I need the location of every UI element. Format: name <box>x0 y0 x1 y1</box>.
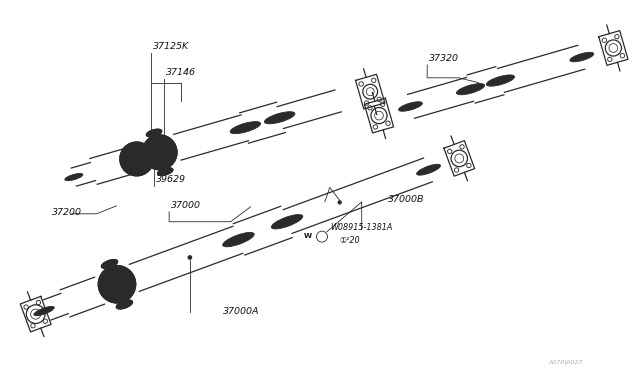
Circle shape <box>110 271 116 278</box>
Circle shape <box>188 255 192 260</box>
Polygon shape <box>20 296 51 332</box>
Text: 37200: 37200 <box>52 208 82 217</box>
Polygon shape <box>356 74 385 109</box>
Ellipse shape <box>486 75 515 86</box>
Text: 37146: 37146 <box>166 68 196 77</box>
Ellipse shape <box>271 215 303 229</box>
Polygon shape <box>599 31 628 65</box>
Text: 37000: 37000 <box>171 201 201 210</box>
Ellipse shape <box>417 164 440 175</box>
Ellipse shape <box>399 102 422 111</box>
Polygon shape <box>444 141 475 176</box>
Ellipse shape <box>157 168 173 176</box>
Text: ①²20: ①²20 <box>340 235 360 244</box>
Circle shape <box>154 157 159 161</box>
Circle shape <box>151 146 156 150</box>
Ellipse shape <box>456 84 484 95</box>
Ellipse shape <box>264 112 295 124</box>
Circle shape <box>127 149 147 169</box>
Text: W08915-1381A: W08915-1381A <box>330 223 392 232</box>
Circle shape <box>104 285 111 291</box>
Circle shape <box>147 152 154 158</box>
Text: 37320: 37320 <box>429 54 459 63</box>
Ellipse shape <box>223 232 254 247</box>
Circle shape <box>117 291 124 297</box>
Text: A370|0027: A370|0027 <box>548 359 582 365</box>
Circle shape <box>124 278 130 284</box>
Ellipse shape <box>116 300 132 309</box>
Text: 37000A: 37000A <box>223 307 259 316</box>
Circle shape <box>337 200 342 205</box>
Circle shape <box>99 266 136 303</box>
Circle shape <box>120 142 154 176</box>
Ellipse shape <box>34 307 54 316</box>
Ellipse shape <box>101 260 118 269</box>
Ellipse shape <box>147 129 162 137</box>
Text: 37000B: 37000B <box>387 195 424 204</box>
Ellipse shape <box>65 173 83 181</box>
Text: 39629: 39629 <box>156 175 186 184</box>
Polygon shape <box>364 98 394 133</box>
Circle shape <box>142 135 177 170</box>
Ellipse shape <box>230 122 260 134</box>
Text: 37125K: 37125K <box>153 42 189 51</box>
Circle shape <box>159 159 165 164</box>
Circle shape <box>166 147 172 153</box>
Ellipse shape <box>570 52 594 62</box>
Text: W: W <box>304 232 312 238</box>
Circle shape <box>154 140 160 146</box>
